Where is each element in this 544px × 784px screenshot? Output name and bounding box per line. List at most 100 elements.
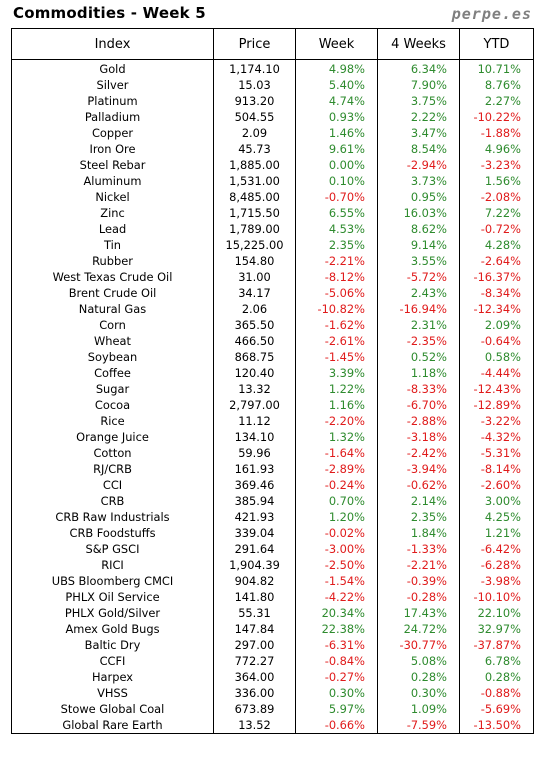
- table-row: Cotton 59.96 -1.64% -2.42% -5.31%: [11, 445, 534, 461]
- column-header-price: Price: [213, 28, 296, 60]
- table-row: Steel Rebar 1,885.00 0.00% -2.94% -3.23%: [11, 157, 534, 173]
- cell-week-change: 22.38%: [295, 621, 378, 637]
- cell-index-name: Natural Gas: [11, 301, 214, 317]
- table-body: Gold 1,174.10 4.98% 6.34% 10.71% Silver 15.03 5…: [11, 59, 534, 734]
- cell-ytd-change: 32.97%: [459, 621, 534, 637]
- cell-index-name: Sugar: [11, 381, 214, 397]
- cell-4-weeks-change: -16.94%: [377, 301, 460, 317]
- cell-price: 13.52: [213, 717, 296, 734]
- cell-index-name: PHLX Gold/Silver: [11, 605, 214, 621]
- cell-4-weeks-change: 2.35%: [377, 509, 460, 525]
- cell-4-weeks-change: 0.95%: [377, 189, 460, 205]
- cell-index-name: VHSS: [11, 685, 214, 701]
- cell-index-name: Aluminum: [11, 173, 214, 189]
- cell-week-change: 9.61%: [295, 141, 378, 157]
- cell-ytd-change: 10.71%: [459, 59, 534, 77]
- cell-4-weeks-change: 1.09%: [377, 701, 460, 717]
- cell-week-change: 4.53%: [295, 221, 378, 237]
- cell-ytd-change: -2.64%: [459, 253, 534, 269]
- cell-ytd-change: 2.27%: [459, 93, 534, 109]
- brand-label: perpe.es: [451, 5, 532, 23]
- cell-index-name: Corn: [11, 317, 214, 333]
- report-title: Commodities - Week 5: [13, 4, 206, 22]
- table-row: Baltic Dry 297.00 -6.31% -30.77% -37.87%: [11, 637, 534, 653]
- table-row: PHLX Oil Service 141.80 -4.22% -0.28% -10.10…: [11, 589, 534, 605]
- cell-4-weeks-change: -5.72%: [377, 269, 460, 285]
- cell-index-name: Copper: [11, 125, 214, 141]
- column-header-index: Index: [11, 28, 214, 60]
- table-row: Coffee 120.40 3.39% 1.18% -4.44%: [11, 365, 534, 381]
- cell-index-name: Stowe Global Coal: [11, 701, 214, 717]
- cell-week-change: 3.39%: [295, 365, 378, 381]
- cell-price: 1,531.00: [213, 173, 296, 189]
- cell-4-weeks-change: -0.28%: [377, 589, 460, 605]
- cell-ytd-change: -37.87%: [459, 637, 534, 653]
- table-row: Nickel 8,485.00 -0.70% 0.95% -2.08%: [11, 189, 534, 205]
- cell-4-weeks-change: 17.43%: [377, 605, 460, 621]
- table-row: RICI 1,904.39 -2.50% -2.21% -6.28%: [11, 557, 534, 573]
- cell-price: 161.93: [213, 461, 296, 477]
- cell-index-name: UBS Bloomberg CMCI: [11, 573, 214, 589]
- cell-4-weeks-change: -7.59%: [377, 717, 460, 734]
- cell-week-change: 0.00%: [295, 157, 378, 173]
- table-row: Amex Gold Bugs 147.84 22.38% 24.72% 32.97%: [11, 621, 534, 637]
- cell-price: 913.20: [213, 93, 296, 109]
- table-row: RJ/CRB 161.93 -2.89% -3.94% -8.14%: [11, 461, 534, 477]
- cell-4-weeks-change: 7.90%: [377, 77, 460, 93]
- cell-week-change: 5.40%: [295, 77, 378, 93]
- column-header-week: Week: [295, 28, 378, 60]
- cell-week-change: -1.54%: [295, 573, 378, 589]
- cell-4-weeks-change: -2.21%: [377, 557, 460, 573]
- cell-price: 868.75: [213, 349, 296, 365]
- cell-week-change: 1.16%: [295, 397, 378, 413]
- cell-4-weeks-change: 2.22%: [377, 109, 460, 125]
- cell-4-weeks-change: 0.30%: [377, 685, 460, 701]
- cell-ytd-change: 8.76%: [459, 77, 534, 93]
- cell-week-change: 1.22%: [295, 381, 378, 397]
- cell-4-weeks-change: -1.33%: [377, 541, 460, 557]
- cell-4-weeks-change: 2.43%: [377, 285, 460, 301]
- cell-ytd-change: 4.96%: [459, 141, 534, 157]
- cell-price: 141.80: [213, 589, 296, 605]
- cell-week-change: -2.50%: [295, 557, 378, 573]
- cell-ytd-change: -0.64%: [459, 333, 534, 349]
- cell-4-weeks-change: -2.35%: [377, 333, 460, 349]
- cell-4-weeks-change: 0.28%: [377, 669, 460, 685]
- cell-week-change: -0.24%: [295, 477, 378, 493]
- cell-ytd-change: -8.34%: [459, 285, 534, 301]
- table-row: Sugar 13.32 1.22% -8.33% -12.43%: [11, 381, 534, 397]
- cell-index-name: S&P GSCI: [11, 541, 214, 557]
- cell-week-change: 1.32%: [295, 429, 378, 445]
- table-row: Iron Ore 45.73 9.61% 8.54% 4.96%: [11, 141, 534, 157]
- cell-index-name: Soybean: [11, 349, 214, 365]
- cell-4-weeks-change: -30.77%: [377, 637, 460, 653]
- table-row: Rubber 154.80 -2.21% 3.55% -2.64%: [11, 253, 534, 269]
- cell-price: 365.50: [213, 317, 296, 333]
- cell-index-name: RJ/CRB: [11, 461, 214, 477]
- cell-week-change: 1.20%: [295, 509, 378, 525]
- cell-4-weeks-change: 2.14%: [377, 493, 460, 509]
- table-row: Palladium 504.55 0.93% 2.22% -10.22%: [11, 109, 534, 125]
- cell-index-name: Cocoa: [11, 397, 214, 413]
- cell-price: 31.00: [213, 269, 296, 285]
- table-row: CCFI 772.27 -0.84% 5.08% 6.78%: [11, 653, 534, 669]
- cell-ytd-change: -1.88%: [459, 125, 534, 141]
- cell-4-weeks-change: 2.31%: [377, 317, 460, 333]
- cell-price: 147.84: [213, 621, 296, 637]
- commodities-table: Index Price Week 4 Weeks YTD Gold 1,174.1…: [11, 28, 534, 734]
- cell-ytd-change: -12.34%: [459, 301, 534, 317]
- cell-index-name: Brent Crude Oil: [11, 285, 214, 301]
- cell-week-change: -6.31%: [295, 637, 378, 653]
- cell-ytd-change: -16.37%: [459, 269, 534, 285]
- cell-index-name: Amex Gold Bugs: [11, 621, 214, 637]
- table-row: UBS Bloomberg CMCI 904.82 -1.54% -0.39% -3.9…: [11, 573, 534, 589]
- table-row: Zinc 1,715.50 6.55% 16.03% 7.22%: [11, 205, 534, 221]
- cell-price: 1,174.10: [213, 59, 296, 77]
- cell-index-name: CCFI: [11, 653, 214, 669]
- cell-ytd-change: -10.10%: [459, 589, 534, 605]
- cell-price: 904.82: [213, 573, 296, 589]
- cell-ytd-change: -6.28%: [459, 557, 534, 573]
- cell-ytd-change: -12.43%: [459, 381, 534, 397]
- cell-price: 385.94: [213, 493, 296, 509]
- column-header-ytd: YTD: [459, 28, 534, 60]
